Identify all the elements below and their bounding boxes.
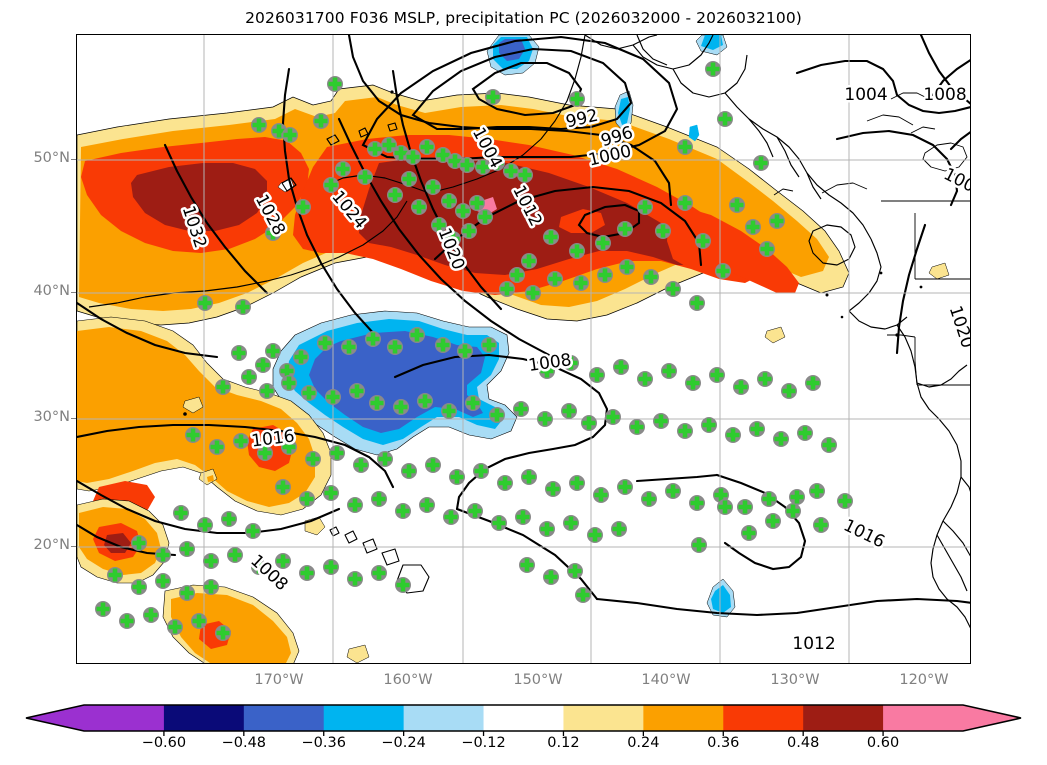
colorbar-label-1: −0.48 (221, 735, 267, 751)
fill-pc-eastern-tail (667, 205, 799, 293)
colorbar-label-0: −0.60 (141, 735, 187, 751)
map-canvas: 992 992 996 996 1000 1000 1004 1004 1004 1004 1008… (77, 35, 970, 663)
svg-text:1008: 1008 (923, 85, 966, 105)
lon-tick-130: 130°W (770, 672, 820, 688)
colorbar-label-7: 0.36 (707, 735, 740, 751)
colorbar-swatch-orange[interactable] (643, 705, 724, 731)
colorbar-label-6: 0.24 (627, 735, 660, 751)
svg-text:1004: 1004 (844, 85, 887, 105)
lat-tick-30: 30°N (33, 409, 70, 425)
svg-text:1008: 1008 (923, 85, 966, 105)
colorbar-swatch-pale-yellow[interactable] (563, 705, 644, 731)
lat-tick-mark (71, 418, 76, 419)
colorbar-swatches[interactable] (0, 699, 1047, 739)
lat-tick-mark (71, 546, 76, 547)
colorbar[interactable]: −0.60 −0.48 −0.36 −0.24 −0.12 0.12 0.24 0.36 0.4… (0, 699, 1047, 765)
svg-text:1004: 1004 (844, 85, 887, 105)
lat-tick-20: 20°N (33, 537, 70, 553)
lon-tick-120: 120°W (899, 672, 949, 688)
colorbar-outline (25, 704, 1022, 732)
lat-tick-mark (71, 292, 76, 293)
colorbar-label-8: 0.48 (787, 735, 820, 751)
fill-pc-west-core (81, 137, 309, 253)
fill-pc-southwest (77, 498, 170, 584)
lat-tick-50: 50°N (33, 150, 70, 166)
map-axes[interactable]: 992 992 996 996 1000 1000 1004 1004 1004 1004 1008… (76, 34, 971, 664)
colorbar-swatch-navy[interactable] (163, 705, 245, 731)
fill-pc-south-negative (706, 578, 736, 618)
lat-tick-mark (71, 159, 76, 160)
lon-tick-140: 140°W (641, 672, 691, 688)
colorbar-extend-min[interactable] (26, 705, 84, 731)
svg-text:1012: 1012 (792, 634, 835, 654)
lat-tick-40: 40°N (33, 283, 70, 299)
colorbar-label-3: −0.24 (381, 735, 426, 751)
colorbar-extend-max[interactable] (963, 705, 1021, 731)
page-title: 2026031700 F036 MSLP, precipitation PC (… (245, 9, 802, 27)
colorbar-swatch-purple[interactable] (84, 705, 165, 731)
svg-text:1012: 1012 (792, 634, 835, 654)
colorbar-swatch-light-blue[interactable] (403, 705, 485, 731)
colorbar-swatch-cyan[interactable] (323, 705, 405, 731)
fill-pc-tropical (162, 584, 300, 663)
colorbar-label-2: −0.36 (301, 735, 346, 751)
colorbar-swatch-pink[interactable] (883, 705, 964, 731)
colorbar-swatch-white[interactable] (483, 705, 565, 731)
colorbar-swatch-blue[interactable] (243, 705, 325, 731)
lon-tick-170: 170°W (254, 672, 304, 688)
lon-tick-150: 150°W (513, 672, 563, 688)
lon-tick-160: 160°W (383, 672, 433, 688)
colorbar-label-4: −0.12 (461, 735, 506, 751)
colorbar-swatch-dark-red[interactable] (803, 705, 884, 731)
colorbar-label-5: 0.12 (547, 735, 580, 751)
coastlines (88, 35, 970, 629)
colorbar-swatch-red-orange[interactable] (723, 705, 804, 731)
svg-text:1020: 1020 (945, 303, 970, 350)
colorbar-label-9: 0.60 (866, 735, 900, 751)
